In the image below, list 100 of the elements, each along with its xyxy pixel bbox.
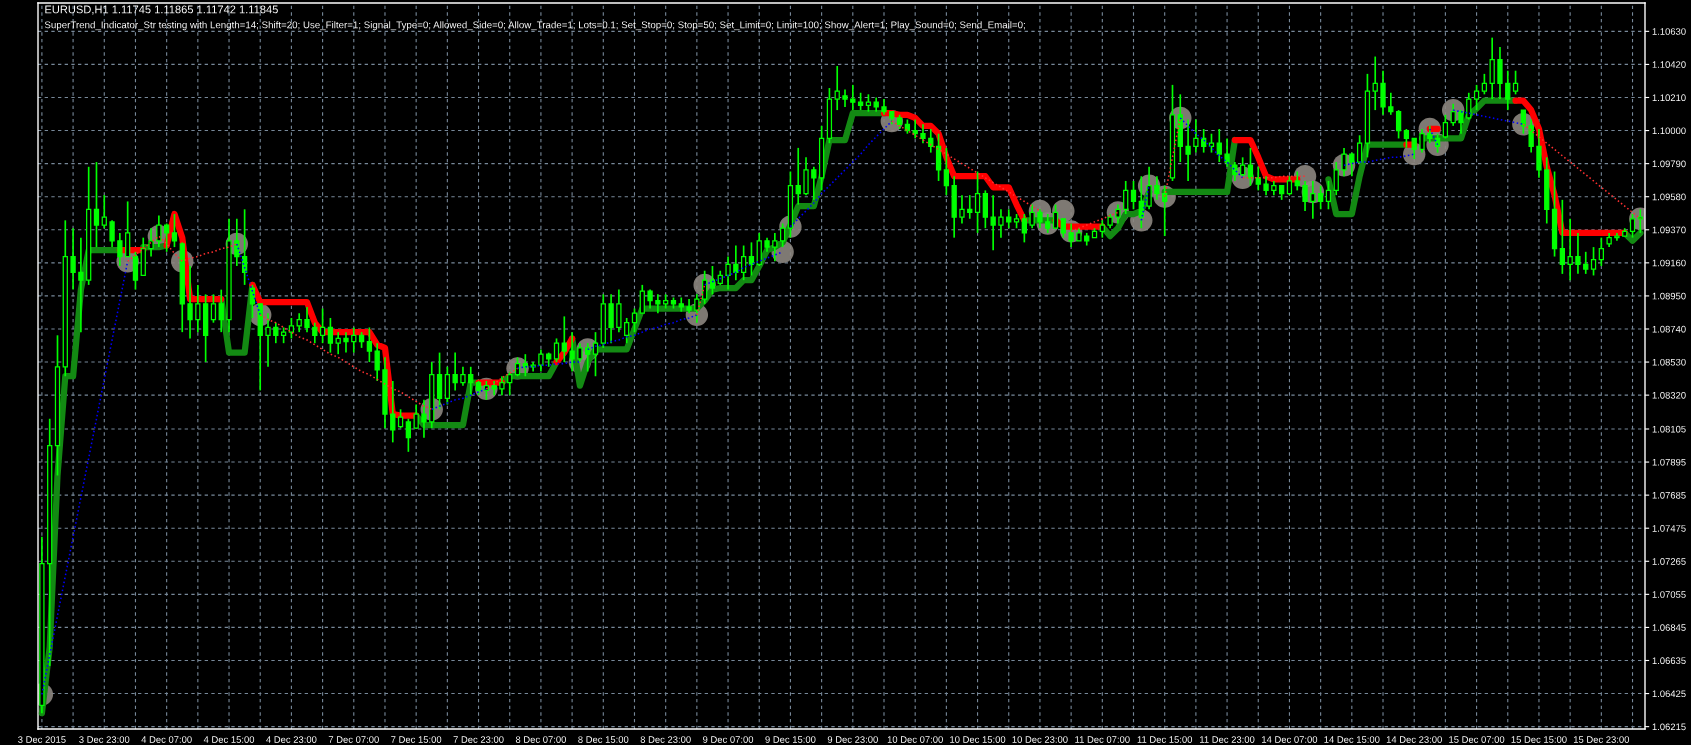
y-tick-label: 1.07055 <box>1652 591 1686 598</box>
y-tick-label: 1.09370 <box>1652 226 1686 234</box>
candlestick <box>795 147 801 206</box>
candlestick <box>156 214 162 248</box>
candlestick <box>210 293 217 324</box>
x-tick-label: 7 Dec 23:00 <box>453 736 504 743</box>
candlestick <box>1520 109 1527 135</box>
x-tick-label: 10 Dec 07:00 <box>887 736 943 743</box>
candlestick <box>218 288 224 333</box>
candlestick <box>343 331 349 354</box>
candlestick <box>319 307 326 344</box>
candlestick <box>694 293 700 324</box>
y-tick-label: 1.07265 <box>1652 558 1686 565</box>
candlestick <box>125 200 131 258</box>
candlestick <box>1395 109 1402 140</box>
x-tick-label: 15 Dec 23:00 <box>1573 736 1630 743</box>
candlestick <box>1037 208 1043 230</box>
y-tick-label: 1.08950 <box>1652 292 1686 300</box>
y-tick-label: 1.08740 <box>1652 325 1686 333</box>
x-tick-label: 3 Dec 23:00 <box>79 736 130 743</box>
candlestick <box>1380 69 1386 116</box>
y-tick-label: 1.07685 <box>1652 491 1686 499</box>
candlestick <box>499 375 505 396</box>
candlestick <box>1567 217 1573 282</box>
candlestick <box>1029 203 1035 230</box>
candlestick <box>1286 175 1293 196</box>
candlestick <box>1052 203 1059 230</box>
candlestick <box>1512 69 1519 96</box>
candlestick <box>585 342 591 373</box>
candlestick <box>1302 180 1308 212</box>
y-tick-label: 1.06215 <box>1652 723 1686 731</box>
candlestick <box>1489 36 1495 100</box>
candlestick <box>725 255 731 291</box>
candlestick <box>1325 180 1332 211</box>
y-tick-label: 1.08105 <box>1652 425 1686 433</box>
candlestick <box>935 132 942 182</box>
candlestick <box>756 232 762 267</box>
candlestick <box>296 312 302 333</box>
candlestick <box>538 348 544 373</box>
candlestick <box>998 208 1004 239</box>
candlestick <box>920 123 926 144</box>
candlestick <box>1458 109 1464 135</box>
x-tick-label: 8 Dec 23:00 <box>640 736 691 743</box>
candlestick <box>639 284 645 315</box>
candlestick <box>195 284 201 333</box>
candlestick <box>974 170 981 234</box>
candlestick <box>959 194 965 225</box>
candlestick <box>421 399 427 439</box>
candlestick <box>1310 180 1316 220</box>
candlestick <box>187 265 193 340</box>
candlestick <box>1232 161 1238 182</box>
y-tick-label: 1.06425 <box>1652 690 1686 698</box>
x-tick-label: 10 Dec 15:00 <box>950 736 1006 743</box>
candlestick <box>288 317 295 340</box>
x-tick-label: 11 Dec 07:00 <box>1075 736 1130 743</box>
candlestick <box>452 351 458 392</box>
candlestick <box>1224 137 1230 168</box>
candlestick <box>616 288 622 333</box>
candlestick <box>1333 161 1339 196</box>
candlestick <box>1349 151 1355 178</box>
candlestick <box>772 232 778 263</box>
y-tick-label: 1.08320 <box>1652 391 1686 399</box>
candlestick <box>1497 46 1503 100</box>
candlestick <box>740 244 747 282</box>
x-tick-label: 10 Dec 23:00 <box>1012 736 1068 743</box>
candlestick <box>366 326 373 363</box>
y-tick-label: 1.09580 <box>1652 193 1686 201</box>
candlestick <box>1130 180 1137 211</box>
candlestick <box>1006 208 1012 230</box>
candlestick <box>577 342 583 363</box>
x-tick-label: 4 Dec 07:00 <box>141 736 192 743</box>
candlestick <box>390 380 396 444</box>
candlestick <box>1505 69 1511 111</box>
candlestick <box>1341 147 1347 178</box>
text: SuperTrend_Indicator_Str testing with Length=14; Shift=20; Use_Filter=1; Signal_Type=0; Allowed_Side=0; Allow_Trade=1; Lots=0.1; Set_Stop=0; Stop=50; Set_Limit=0; Limit=100; Show_Alert=1; Play_Sound=0; Send_Email=0; <box>44 21 1025 31</box>
candlestick <box>171 213 178 248</box>
x-tick-label: 14 Dec 23:00 <box>1386 736 1442 743</box>
candlestick <box>1154 175 1160 201</box>
candlestick <box>1356 134 1363 163</box>
candlestick <box>608 293 614 344</box>
candlestick <box>265 312 271 368</box>
candlestick <box>733 244 739 282</box>
candlestick <box>1255 165 1261 192</box>
candlestick <box>164 222 170 253</box>
candlestick <box>444 365 451 406</box>
x-tick-label: 4 Dec 23:00 <box>266 736 317 743</box>
y-tick-label: 1.07895 <box>1652 458 1686 466</box>
x-tick-label: 9 Dec 23:00 <box>827 736 878 743</box>
candlestick <box>779 222 786 248</box>
candlestick <box>943 147 950 196</box>
candlestick <box>1123 180 1129 215</box>
candlestick <box>1575 232 1581 275</box>
candlestick <box>663 293 669 310</box>
candlestick <box>132 250 139 291</box>
candlestick <box>811 165 817 201</box>
candlestick <box>928 128 934 154</box>
candlestick <box>1045 213 1051 234</box>
candlestick <box>1372 55 1378 111</box>
candlestick <box>561 315 567 363</box>
x-tick-label: 8 Dec 15:00 <box>578 736 629 743</box>
